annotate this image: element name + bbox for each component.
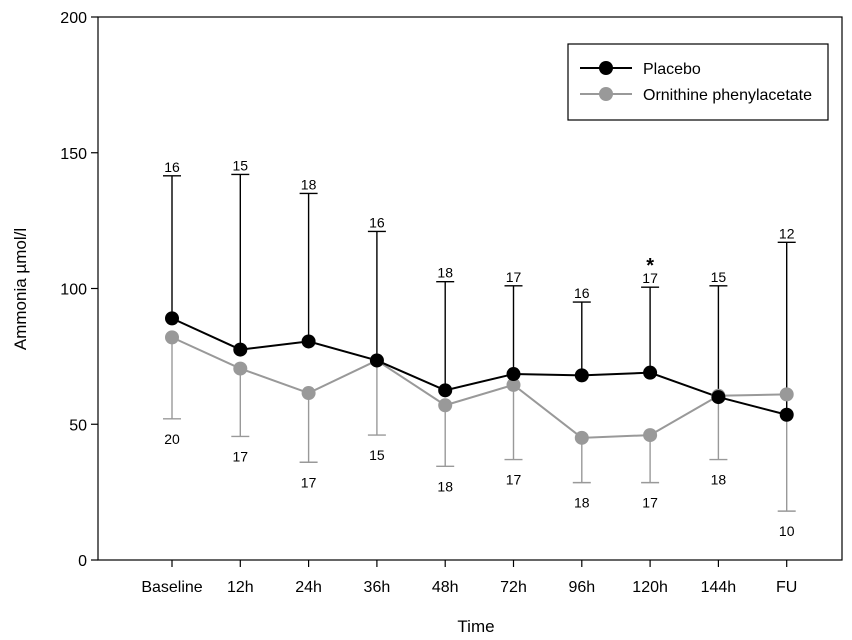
data-point-ornithine [574,430,589,445]
x-tick-label: 72h [500,579,527,596]
data-point-placebo [301,334,316,349]
n-label-ornithine: 15 [369,447,385,463]
data-point-placebo [369,353,384,368]
n-label-placebo: 18 [301,176,317,192]
n-label-placebo: 15 [711,269,727,285]
annotations: * [646,255,654,277]
series-line-placebo [171,317,787,416]
n-label-ornithine: 17 [301,474,317,490]
n-label-placebo: 16 [369,214,385,230]
y-tick-label: 150 [60,146,87,163]
n-label-ornithine: 17 [642,495,658,511]
legend-label-placebo: Placebo [643,61,701,78]
data-point-ornithine [165,330,179,345]
x-tick-label: 36h [364,579,391,596]
data-point-placebo [711,390,726,405]
legend: Placebo Ornithine phenylacetate [567,43,829,121]
y-tick-label: 100 [60,282,87,299]
y-axis-title: Ammonia µmol/l [11,228,30,350]
y-tick-label: 50 [69,417,87,434]
n-label-placebo: 15 [233,157,249,173]
data-point-placebo [438,383,453,398]
data-point-ornithine [233,361,248,376]
significance-asterisk: * [646,255,654,277]
n-label-ornithine: 18 [574,495,590,511]
data-point-placebo [574,368,589,383]
data-point-placebo [165,311,179,326]
series-line-ornithine [171,336,787,439]
legend-label-ornithine: Ornithine phenylacetate [643,87,812,104]
sample-size-labels: 16 15 18 16 18 17 16 17 15 12 20 17 17 15 18 17 18 17 18 10 [164,157,794,539]
data-point-placebo [233,342,248,357]
x-tick-label: 12h [227,579,254,596]
data-point-placebo [643,365,658,380]
x-tick-label: 48h [432,579,459,596]
n-label-ornithine: 18 [437,478,453,494]
data-point-ornithine [506,377,521,392]
error-bars [163,173,796,512]
legend-marker-placebo [599,61,613,75]
legend-marker-ornithine [599,87,613,101]
data-point-ornithine [438,398,453,413]
n-label-placebo: 12 [779,225,795,241]
series-lines [171,317,787,439]
n-label-ornithine: 17 [233,448,249,464]
x-axis-title: Time [457,617,494,636]
n-label-placebo: 17 [642,270,658,286]
n-label-placebo: 16 [574,285,590,301]
data-point-placebo [779,407,794,422]
n-label-ornithine: 20 [164,431,180,447]
x-tick-label: FU [776,579,797,596]
data-points [165,311,794,445]
x-tick-label: 144h [701,579,737,596]
data-point-ornithine [643,428,658,443]
x-tick-label: 120h [632,579,668,596]
x-tick-label: 24h [295,579,322,596]
axes: 0 50 100 150 200 Baseline 12h 24h 36h 48h 72h 96h 12… [60,10,843,596]
n-label-placebo: 16 [164,159,180,175]
x-tick-label: Baseline [141,579,202,596]
n-label-ornithine: 10 [779,523,795,539]
data-point-ornithine [779,387,794,402]
n-label-ornithine: 18 [711,472,727,488]
data-point-placebo [506,367,521,382]
n-label-ornithine: 17 [506,472,522,488]
data-point-ornithine [301,386,316,401]
n-label-placebo: 17 [506,269,522,285]
n-label-placebo: 18 [437,265,453,281]
legend-box [567,43,829,121]
y-tick-label: 200 [60,10,87,27]
y-tick-label: 0 [78,553,87,570]
x-tick-label: 96h [568,579,595,596]
